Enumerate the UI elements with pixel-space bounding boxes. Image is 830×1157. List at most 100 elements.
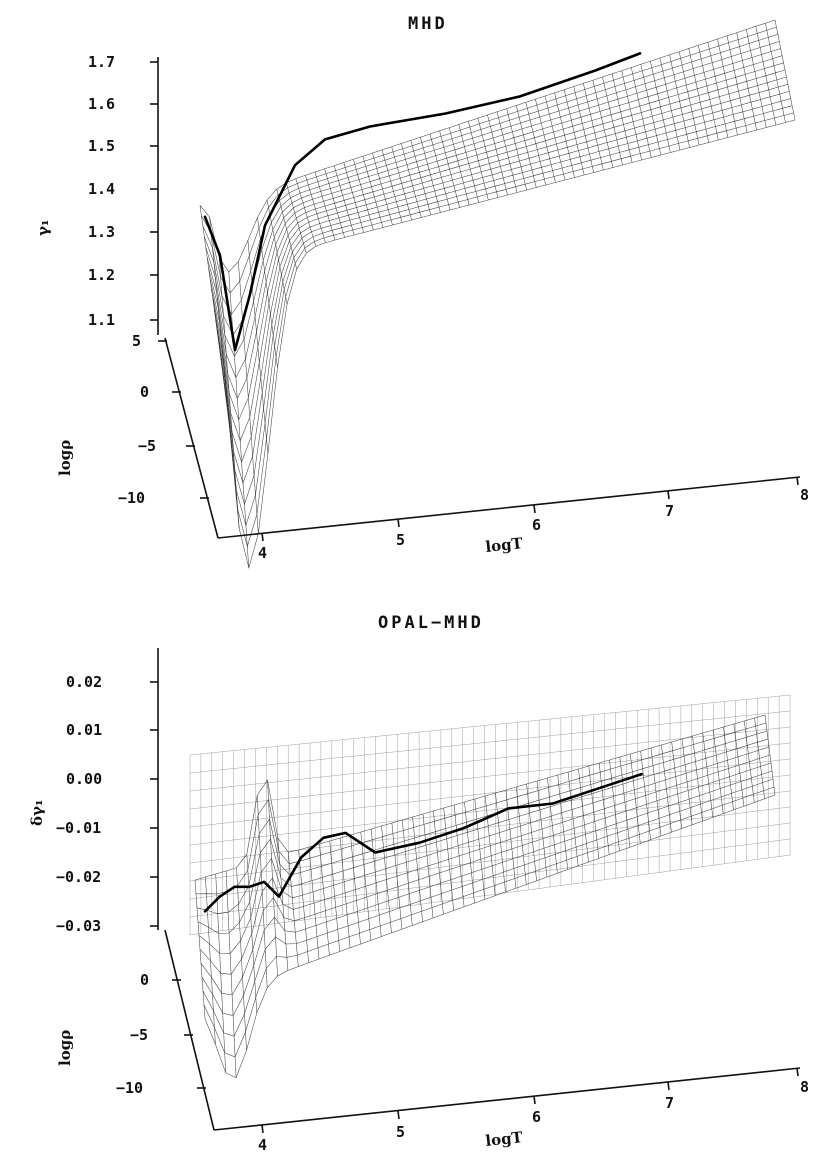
mesh-line — [324, 168, 345, 238]
mesh-line — [212, 84, 788, 463]
opal-surface-mesh — [189, 694, 791, 1079]
mesh-line — [557, 774, 568, 870]
mesh-line — [453, 804, 465, 907]
mesh-line — [712, 729, 724, 814]
mhd-z-ticks — [150, 61, 158, 321]
mhd-z-tick-label: 1.1 — [88, 311, 115, 329]
mesh-line — [189, 822, 791, 900]
mhd-z-axis-label: γ₁ — [34, 220, 52, 236]
mesh-line — [305, 175, 326, 243]
mesh-line — [506, 108, 527, 191]
opal-y-tick-label: −5 — [130, 1026, 148, 1044]
mesh-line — [214, 91, 790, 485]
mesh-line — [733, 723, 745, 807]
mhd-z-tick-label: 1.2 — [88, 266, 115, 284]
mesh-line — [619, 756, 631, 848]
mesh-line — [189, 758, 791, 828]
mesh-line — [544, 95, 566, 181]
mesh-line — [360, 831, 372, 941]
mesh-line — [362, 156, 384, 228]
mhd-z-tick-label: 1.3 — [88, 223, 115, 241]
mesh-line — [199, 205, 221, 352]
mesh-line — [723, 726, 734, 810]
mesh-line — [197, 738, 769, 934]
mesh-line — [381, 825, 392, 933]
mesh-line — [526, 783, 537, 881]
mesh-line — [206, 55, 783, 379]
mesh-line — [578, 768, 589, 863]
mesh-line — [640, 750, 651, 840]
mesh-line — [298, 849, 309, 963]
mhd-y-tick-label: −5 — [138, 437, 156, 455]
mesh-line — [391, 822, 403, 930]
opal-y-axis-label: logρ — [56, 1030, 74, 1066]
mesh-line — [669, 54, 690, 148]
mhd-title: MHD — [408, 14, 448, 34]
mesh-line — [631, 67, 652, 158]
mesh-line — [707, 42, 729, 138]
mesh-line — [372, 152, 393, 226]
mesh-line — [189, 710, 791, 774]
mhd-panel: MHD 1.7 1.6 1.5 1.4 1.3 1.2 1.1 γ₁ 5 — [34, 14, 809, 569]
mesh-line — [621, 70, 642, 161]
mesh-line — [198, 746, 770, 954]
opal-z-tick-label: 0.02 — [66, 673, 102, 691]
mesh-line — [563, 89, 585, 176]
mhd-z-tick-label: 1.4 — [88, 180, 115, 198]
mesh-line — [702, 732, 714, 818]
mesh-line — [717, 38, 738, 136]
mesh-line — [487, 114, 508, 196]
opal-z-axis-label: δγ₁ — [28, 800, 46, 826]
mesh-line — [218, 112, 794, 548]
mesh-line — [650, 61, 671, 153]
mesh-line — [339, 837, 351, 948]
mesh-line — [370, 828, 382, 937]
mesh-line — [199, 754, 771, 975]
mesh-line — [698, 45, 719, 141]
opal-x-tick-label: 4 — [258, 1136, 267, 1154]
mesh-line — [495, 792, 506, 892]
mesh-line — [688, 48, 710, 143]
mesh-line — [203, 786, 775, 1058]
mhd-x-ticks — [261, 476, 799, 542]
mesh-line — [189, 838, 791, 918]
opal-z-tick-label: −0.03 — [56, 917, 101, 935]
mesh-line — [516, 786, 527, 885]
mesh-line — [764, 714, 776, 796]
mesh-line — [216, 105, 793, 527]
mesh-line — [236, 867, 247, 1051]
mesh-line — [443, 807, 454, 911]
mesh-line — [238, 261, 259, 534]
mhd-x-tick-label: 4 — [258, 544, 267, 562]
mesh-line — [218, 257, 240, 529]
mesh-line — [202, 778, 774, 1037]
mesh-line — [246, 854, 258, 1014]
mesh-line — [477, 118, 499, 198]
mesh-line — [208, 62, 784, 400]
mesh-line — [391, 146, 412, 221]
opal-x-axis — [213, 1067, 801, 1131]
mhd-x-tick-label: 5 — [396, 531, 405, 549]
opal-x-tick-label: 7 — [665, 1094, 674, 1112]
mesh-line — [194, 879, 206, 1019]
mesh-line — [209, 217, 230, 428]
opal-z-tick-label: 0.01 — [66, 721, 102, 739]
mesh-line — [609, 759, 620, 851]
mesh-line — [650, 747, 662, 837]
mesh-line — [189, 854, 791, 936]
mesh-line — [381, 149, 403, 223]
opal-z-tick-label: 0.00 — [66, 770, 102, 788]
mesh-line — [204, 794, 776, 1079]
mesh-line — [525, 102, 547, 186]
mesh-line — [201, 26, 777, 294]
mesh-line — [189, 790, 791, 864]
mesh-line — [755, 26, 777, 126]
opal-z-ticks — [150, 681, 158, 927]
mesh-line — [189, 726, 791, 792]
mhd-x-tick-label: 7 — [665, 502, 674, 520]
mesh-line — [314, 171, 336, 241]
mesh-line — [496, 111, 518, 193]
opal-x-axis-label: logT — [485, 1128, 525, 1150]
mesh-line — [215, 873, 226, 1073]
mesh-line — [474, 798, 486, 900]
